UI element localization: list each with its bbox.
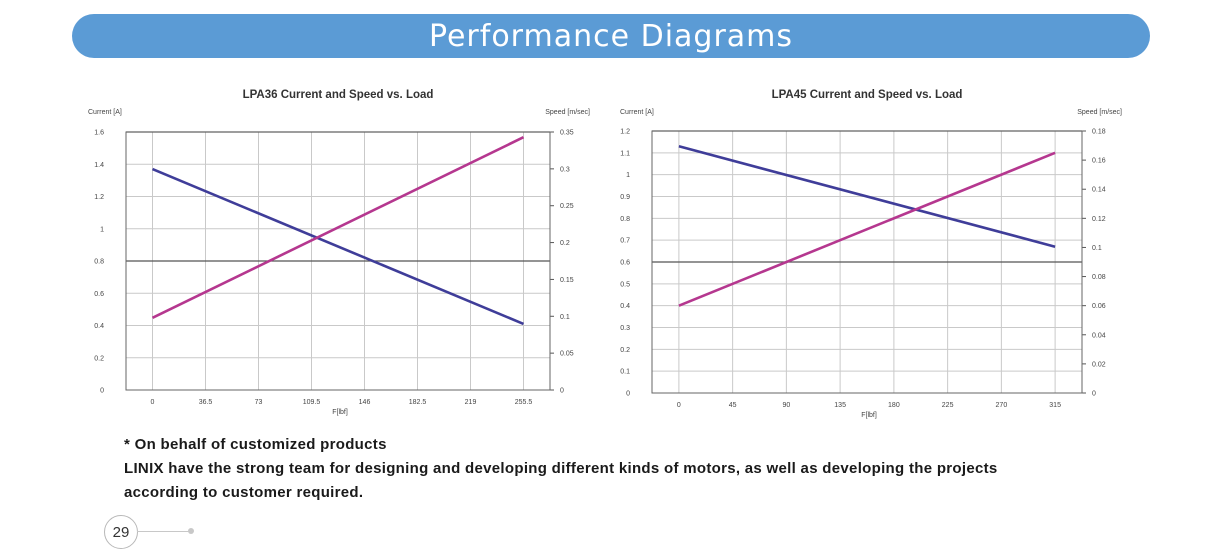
y-right-tick-label: 0.08 — [1092, 274, 1106, 281]
page-number: 29 — [104, 515, 138, 549]
x-tick-label: 109.5 — [303, 399, 321, 406]
y-left-tick-label: 0.4 — [620, 303, 630, 310]
x-tick-label: 0 — [677, 402, 681, 409]
y-right-tick-label: 0.25 — [560, 203, 574, 210]
x-tick-label: 146 — [359, 399, 371, 406]
y-right-tick-label: 0 — [1092, 391, 1096, 398]
y-right-tick-label: 0.35 — [560, 130, 574, 137]
y-left-tick-label: 1.2 — [620, 129, 630, 136]
y-right-tick-label: 0 — [560, 388, 564, 395]
x-tick-label: 45 — [729, 402, 737, 409]
y-left-tick-label: 0 — [100, 388, 104, 395]
x-tick-label: 219 — [465, 399, 477, 406]
y-left-tick-label: 0.8 — [94, 259, 104, 266]
x-tick-label: 270 — [996, 402, 1008, 409]
y-left-tick-label: 1 — [100, 226, 104, 233]
y-left-tick-label: 0.7 — [620, 238, 630, 245]
x-tick-label: 73 — [255, 399, 263, 406]
chart-svg: LPA36 Current and Speed vs. Load Current … — [88, 89, 590, 416]
y-right-tick-label: 0.16 — [1092, 158, 1106, 165]
y-left-tick-label: 1 — [626, 172, 630, 179]
x-tick-label: 135 — [834, 402, 846, 409]
chart-title: LPA45 Current and Speed vs. Load — [772, 89, 963, 101]
x-tick-label: 255.5 — [515, 399, 533, 406]
chart-title: LPA36 Current and Speed vs. Load — [243, 89, 434, 101]
chart-svg: LPA45 Current and Speed vs. Load Current … — [620, 89, 1122, 419]
x-tick-label: 0 — [151, 399, 155, 406]
y-axis-left-label: Current [A] — [620, 109, 654, 116]
y-left-tick-label: 0.4 — [94, 323, 104, 330]
series-line-current — [678, 145, 1056, 248]
series-line-current — [151, 167, 525, 326]
chart-lpa45: LPA45 Current and Speed vs. Load Current … — [612, 78, 1132, 428]
note-heading: * On behalf of customized products — [124, 436, 387, 453]
y-axis-right-label: Speed [m/sec] — [545, 109, 590, 116]
y-right-tick-label: 0.1 — [560, 314, 570, 321]
y-left-tick-label: 1.2 — [94, 194, 104, 201]
y-right-tick-label: 0.3 — [560, 166, 570, 173]
y-right-tick-label: 0.14 — [1092, 187, 1106, 194]
x-tick-label: 315 — [1049, 402, 1061, 409]
y-right-tick-label: 0.02 — [1092, 361, 1106, 368]
y-right-tick-label: 0.05 — [560, 351, 574, 358]
y-left-tick-label: 0.5 — [620, 281, 630, 288]
x-tick-label: 182.5 — [409, 399, 427, 406]
y-left-tick-label: 0.9 — [620, 194, 630, 201]
series-line-speed — [151, 136, 525, 319]
page-number-line — [137, 531, 189, 532]
page-title: Performance Diagrams — [428, 18, 794, 54]
y-axis-right-label: Speed [m/sec] — [1077, 109, 1122, 116]
x-axis-label: F[lbf] — [332, 409, 348, 416]
y-left-tick-label: 1.4 — [94, 162, 104, 169]
y-right-tick-label: 0.15 — [560, 277, 574, 284]
y-left-tick-label: 0.6 — [94, 291, 104, 298]
x-tick-label: 180 — [888, 402, 900, 409]
note-text-line-1: LINIX have the strong team for designing… — [124, 460, 998, 477]
y-left-tick-label: 0 — [626, 391, 630, 398]
y-right-tick-label: 0.06 — [1092, 303, 1106, 310]
y-right-tick-label: 0.2 — [560, 240, 570, 247]
y-left-tick-label: 1.1 — [620, 150, 630, 157]
x-axis-label: F[lbf] — [861, 412, 877, 419]
chart-lpa36: LPA36 Current and Speed vs. Load Current … — [80, 78, 590, 423]
page-number-dot — [188, 528, 194, 534]
plot-frame — [125, 131, 551, 391]
y-right-tick-label: 0.18 — [1092, 129, 1106, 136]
x-tick-label: 225 — [942, 402, 954, 409]
x-tick-label: 36.5 — [199, 399, 213, 406]
title-banner: Performance Diagrams — [72, 14, 1150, 58]
y-right-tick-label: 0.04 — [1092, 332, 1106, 339]
y-left-tick-label: 0.2 — [620, 347, 630, 354]
y-right-tick-label: 0.12 — [1092, 216, 1106, 223]
y-axis-left-label: Current [A] — [88, 109, 122, 116]
y-left-tick-label: 0.2 — [94, 355, 104, 362]
x-tick-label: 90 — [782, 402, 790, 409]
note-text-line-2: according to customer required. — [124, 484, 364, 501]
plot-frame — [651, 130, 1083, 394]
y-left-tick-label: 0.8 — [620, 216, 630, 223]
series-line-speed — [678, 151, 1056, 307]
y-right-tick-label: 0.1 — [1092, 245, 1102, 252]
notes-block: * On behalf of customized products LINIX… — [124, 433, 1124, 505]
y-left-tick-label: 1.6 — [94, 130, 104, 137]
y-left-tick-label: 0.6 — [620, 260, 630, 267]
y-left-tick-label: 0.1 — [620, 369, 630, 376]
y-left-tick-label: 0.3 — [620, 325, 630, 332]
